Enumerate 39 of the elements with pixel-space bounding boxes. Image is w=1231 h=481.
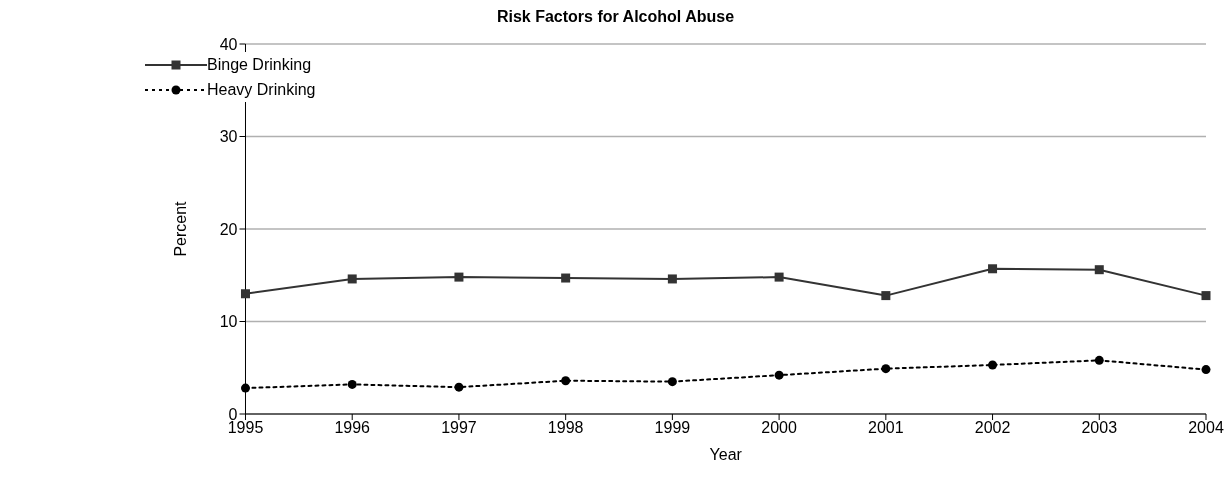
point xyxy=(988,264,998,274)
legend-label: Heavy Drinking xyxy=(207,80,316,99)
point xyxy=(240,383,250,393)
x-tick-label: 1998 xyxy=(547,419,584,437)
y-axis-title: Percent xyxy=(172,200,190,257)
x-tick-label: 1997 xyxy=(441,419,477,437)
point xyxy=(667,274,677,284)
point xyxy=(881,364,891,374)
point xyxy=(561,273,571,283)
point xyxy=(1094,355,1104,365)
point xyxy=(1094,265,1104,275)
x-tick-label: 2000 xyxy=(761,419,797,437)
x-tick-label: 2002 xyxy=(974,419,1011,437)
point xyxy=(774,370,784,380)
point xyxy=(240,289,250,299)
legend-label: Binge Drinking xyxy=(207,55,312,74)
x-axis-title: Year xyxy=(709,446,743,463)
point xyxy=(988,360,998,370)
point xyxy=(1201,365,1211,375)
point xyxy=(454,382,464,392)
x-tick-label: 2003 xyxy=(1081,419,1118,437)
point xyxy=(561,376,571,386)
point xyxy=(774,272,784,282)
y-tick-label: 40 xyxy=(219,35,238,53)
x-tick-label: 1996 xyxy=(334,419,371,437)
y-tick-label: 20 xyxy=(219,220,238,238)
point xyxy=(667,377,677,387)
point xyxy=(347,274,357,284)
point xyxy=(347,379,357,389)
point xyxy=(1201,291,1211,301)
y-tick-label: 10 xyxy=(219,313,238,331)
chart-title: Risk Factors for Alcohol Abuse xyxy=(495,7,736,27)
y-tick-label: 30 xyxy=(219,128,238,146)
x-tick-label: 1999 xyxy=(654,419,691,437)
x-tick-label: 2001 xyxy=(868,419,904,437)
x-tick-label: 1995 xyxy=(227,419,264,437)
point xyxy=(454,272,464,282)
x-tick-label: 2004 xyxy=(1188,419,1224,437)
point xyxy=(881,291,891,301)
